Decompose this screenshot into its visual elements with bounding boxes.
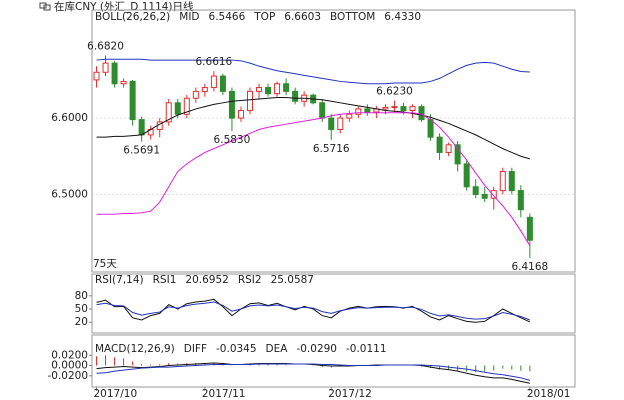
x-tick-label: 2018/01 — [527, 388, 571, 400]
extreme-label: 6.6616 — [196, 56, 233, 68]
indicator-line — [96, 363, 530, 381]
main-panel — [91, 9, 576, 273]
candle-body — [346, 113, 353, 119]
candle-body — [490, 190, 497, 199]
icon — [43, 4, 51, 11]
candle-body — [102, 62, 109, 73]
candle-body — [355, 108, 362, 115]
candle-body — [517, 190, 524, 211]
period-note: 75天 — [93, 258, 117, 270]
extreme-label: 6.6820 — [87, 40, 124, 52]
candle-body — [382, 106, 389, 110]
candle-body — [454, 144, 461, 165]
x-tick-label: 2017/10 — [94, 388, 138, 400]
legend-value: 25.0587 — [271, 274, 314, 286]
extreme-label: 6.5691 — [123, 145, 160, 157]
legend-label: RSI2 — [238, 274, 262, 286]
legend-value: 6.5466 — [209, 11, 246, 23]
y-tick-label: 80 — [75, 290, 88, 302]
candle-body — [499, 171, 506, 192]
macd-panel — [91, 334, 576, 388]
x-tick-label: 2017/11 — [202, 388, 246, 400]
indicator-name: MACD(12,26,9) — [95, 343, 175, 355]
indicator-line — [96, 298, 531, 323]
indicator-line — [96, 96, 530, 160]
legend-value: -0.0111 — [346, 343, 387, 355]
candle-body — [246, 90, 253, 111]
y-tick-label: 6.5000 — [51, 188, 88, 200]
candle-body — [120, 80, 127, 85]
candle-body — [237, 109, 244, 119]
candle-body — [210, 75, 217, 89]
indicator-name: BOLL(26,26,2) — [95, 11, 170, 23]
indicator-line — [96, 112, 531, 246]
candle-body — [219, 75, 226, 92]
candle-body — [472, 186, 479, 195]
legend-label: BOTTOM — [330, 11, 375, 23]
rsi-panel — [91, 273, 576, 334]
candle-body — [265, 87, 272, 95]
candle-body — [292, 90, 299, 102]
candle-body — [418, 106, 425, 121]
legend-label: RSI1 — [153, 274, 177, 286]
y-tick-label: 0.0200 — [51, 349, 88, 361]
candle-body — [328, 117, 335, 131]
y-tick-label: -0.0200 — [47, 370, 88, 382]
candle-body — [337, 117, 344, 131]
legend-label: TOP — [253, 11, 275, 23]
y-tick-label: 20 — [75, 316, 88, 328]
y-tick-label: 50 — [75, 303, 88, 315]
indicator-line — [96, 301, 531, 321]
candle-body — [391, 106, 398, 109]
candle-body — [319, 102, 326, 119]
extreme-label: 6.6230 — [376, 86, 413, 98]
legend-value: 6.6603 — [284, 11, 321, 23]
candle-body — [274, 83, 281, 95]
extreme-label: 6.4168 — [511, 261, 548, 273]
legend-value: -0.0345 — [216, 343, 257, 355]
candle-body — [201, 87, 208, 92]
legend-label: DIFF — [184, 343, 207, 355]
candle-body — [111, 62, 118, 85]
candle-body — [508, 171, 515, 192]
legend-value: 6.4330 — [384, 11, 421, 23]
legend-label: DEA — [266, 343, 289, 355]
candle-body — [192, 90, 199, 99]
candle-body — [256, 87, 263, 92]
y-tick-label: 0.0000 — [51, 360, 88, 372]
candle-body — [165, 102, 172, 123]
candle-body — [400, 106, 407, 111]
y-tick-label: 6.6000 — [51, 112, 88, 124]
x-tick-label: 2017/12 — [328, 388, 372, 400]
indicator-name: RSI(7,14) — [95, 274, 144, 286]
candle-body — [409, 106, 416, 111]
candle-body — [427, 119, 434, 138]
candle-body — [445, 144, 452, 153]
candle-body — [463, 163, 470, 188]
extreme-label: 6.5716 — [313, 143, 350, 155]
candle-body — [138, 119, 145, 136]
legend-value: -0.0290 — [296, 343, 337, 355]
candle-body — [93, 71, 100, 81]
candle-body — [183, 97, 190, 115]
legend-label: MID — [179, 11, 199, 23]
candle-body — [174, 102, 181, 115]
candle-body — [481, 193, 488, 199]
candle-body — [283, 83, 290, 92]
candle-body — [526, 216, 533, 241]
indicator-line — [96, 362, 530, 384]
candle-body — [364, 108, 371, 113]
indicator-line — [96, 58, 530, 85]
candle-body — [129, 80, 136, 121]
candle-body — [228, 90, 235, 119]
extreme-label: 6.5830 — [214, 134, 251, 146]
candle-body — [436, 136, 443, 153]
legend-value: 20.6952 — [185, 274, 228, 286]
